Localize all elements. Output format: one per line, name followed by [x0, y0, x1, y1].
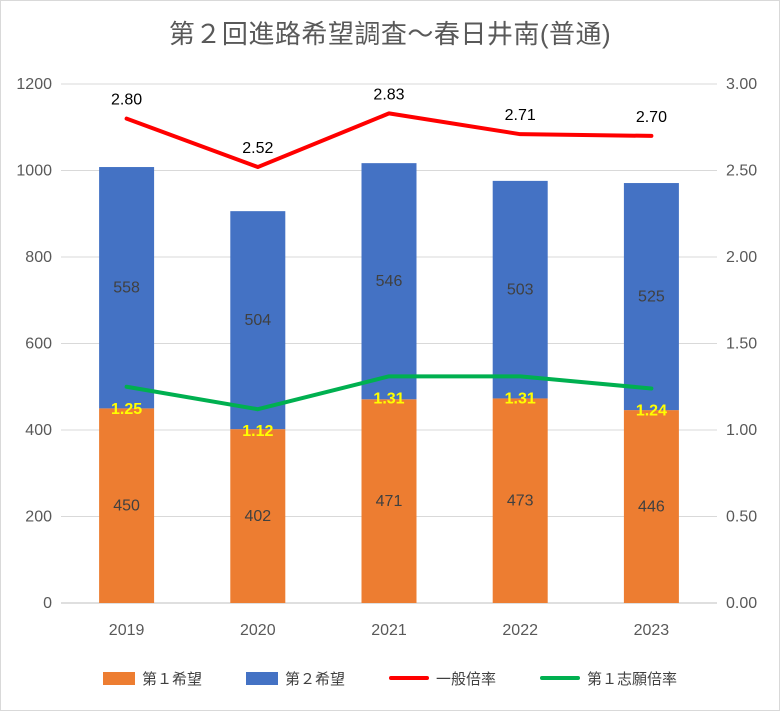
line-data-label: 1.25 — [111, 401, 142, 418]
bar-segment — [99, 408, 155, 603]
bar-data-label: 402 — [244, 508, 271, 525]
bar-segment — [492, 180, 548, 399]
left-axis-tick-label: 600 — [25, 336, 52, 353]
left-axis-tick-label: 800 — [25, 249, 52, 266]
category-label: 2019 — [109, 622, 145, 639]
legend-label-general-ratio: 一般倍率 — [436, 670, 497, 688]
bar-segment — [99, 167, 155, 409]
right-axis-tick-label: 2.00 — [726, 249, 757, 266]
legend-swatch-general-ratio — [389, 676, 429, 680]
legend-item-first-choice: 第１希望 — [102, 668, 202, 689]
bar-segment — [492, 398, 548, 603]
bar-segment — [623, 410, 679, 603]
bar-data-label: 546 — [376, 273, 403, 290]
category-label: 2022 — [502, 622, 538, 639]
legend: 第１希望 第２希望 一般倍率 第１志願倍率 — [1, 662, 779, 694]
left-axis-tick-label: 200 — [25, 509, 52, 526]
legend-item-first-app-ratio: 第１志願倍率 — [540, 668, 677, 689]
bar-data-label: 504 — [244, 312, 271, 329]
left-axis-tick-label: 1200 — [16, 76, 52, 93]
right-axis-tick-label: 0.00 — [726, 595, 757, 612]
line-data-label: 1.12 — [242, 423, 273, 440]
bar-segment — [230, 429, 286, 603]
line-data-label: 2.70 — [636, 109, 667, 126]
line-data-label: 2.71 — [505, 107, 536, 124]
bar-segment — [361, 163, 417, 400]
line-data-label: 2.52 — [242, 140, 273, 157]
right-axis-tick-label: 1.00 — [726, 422, 757, 439]
legend-item-second-choice: 第２希望 — [245, 668, 345, 689]
line-data-label: 1.31 — [505, 390, 536, 407]
legend-swatch-second-choice — [245, 671, 278, 685]
line-data-label: 2.83 — [373, 86, 404, 103]
bar-data-label: 473 — [507, 493, 534, 510]
chart-title: 第２回進路希望調査～春日井南(普通) — [168, 19, 612, 49]
line-data-label: 1.31 — [373, 390, 404, 407]
right-axis-tick-label: 3.00 — [726, 76, 757, 93]
bar-data-label: 525 — [638, 289, 665, 306]
bar-data-label: 471 — [376, 493, 403, 510]
category-label: 2021 — [371, 622, 407, 639]
legend-label-second-choice: 第２希望 — [284, 670, 345, 688]
right-axis-tick-label: 2.50 — [726, 163, 757, 180]
bar-segment — [361, 399, 417, 603]
legend-label-first-app-ratio: 第１志願倍率 — [587, 670, 678, 688]
legend-item-general-ratio: 一般倍率 — [389, 668, 496, 689]
legend-swatch-first-choice — [102, 671, 135, 685]
category-label: 2020 — [240, 622, 276, 639]
bar-data-label: 446 — [638, 499, 665, 516]
legend-label-first-choice: 第１希望 — [141, 670, 202, 688]
left-axis-tick-label: 1000 — [16, 163, 52, 180]
category-label: 2023 — [634, 622, 670, 639]
line-data-label: 1.24 — [636, 402, 667, 419]
left-axis-tick-label: 400 — [25, 422, 52, 439]
right-axis-tick-label: 0.50 — [726, 509, 757, 526]
bar-data-label: 450 — [113, 498, 140, 515]
left-axis-tick-label: 0 — [43, 595, 52, 612]
line-data-label: 2.80 — [111, 92, 142, 109]
legend-swatch-first-app-ratio — [540, 676, 581, 680]
bar-segment — [230, 211, 286, 430]
bar-segment — [623, 183, 679, 411]
line-series — [124, 111, 654, 170]
line-series — [124, 374, 654, 412]
bar-data-label: 503 — [507, 282, 534, 299]
plot-area: 0 200 400 600 800 1000 1200 0.00 0.50 1.00 1.50 2.0… — [16, 76, 757, 639]
bar-data-label: 558 — [113, 280, 140, 297]
right-axis-tick-label: 1.50 — [726, 336, 757, 353]
